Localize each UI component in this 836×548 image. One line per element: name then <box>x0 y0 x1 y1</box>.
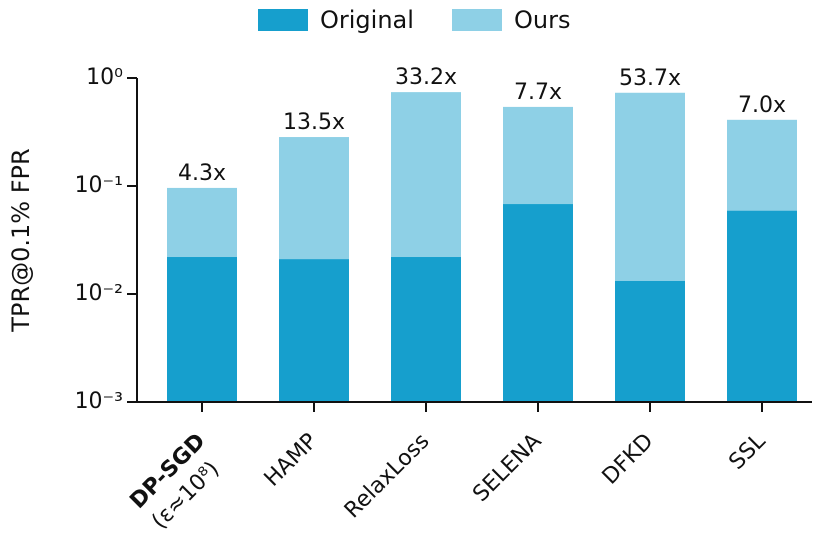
y-tick-label: 10⁻¹ <box>75 173 123 198</box>
y-tick-label: 10⁻³ <box>75 389 123 414</box>
y-axis-label: TPR@0.1% FPR <box>7 148 35 332</box>
bar <box>615 280 685 402</box>
ratio-label: 7.0x <box>738 93 786 118</box>
bar <box>391 257 461 402</box>
legend-label: Original <box>320 6 414 34</box>
x-tick-label: SSL <box>724 428 771 475</box>
x-tick-label: DFKD <box>598 429 659 490</box>
ratio-label: 53.7x <box>619 66 681 91</box>
y-tick-label: 10⁻² <box>75 281 123 306</box>
ratio-label: 33.2x <box>395 65 457 90</box>
y-tick-label: 10⁰ <box>86 65 123 90</box>
x-tick-label: SELENA <box>468 429 546 507</box>
x-tick-label: RelaxLoss <box>340 429 435 524</box>
ratio-label: 4.3x <box>178 161 226 186</box>
legend-swatch <box>452 9 502 31</box>
ratio-label: 13.5x <box>283 110 345 135</box>
legend-label: Ours <box>514 6 570 34</box>
x-tick-label: HAMP <box>260 429 323 492</box>
bar <box>727 210 797 402</box>
bar <box>503 204 573 402</box>
ratio-label: 7.7x <box>514 80 562 105</box>
legend-swatch <box>258 9 308 31</box>
bar <box>279 259 349 402</box>
bar <box>167 257 237 402</box>
